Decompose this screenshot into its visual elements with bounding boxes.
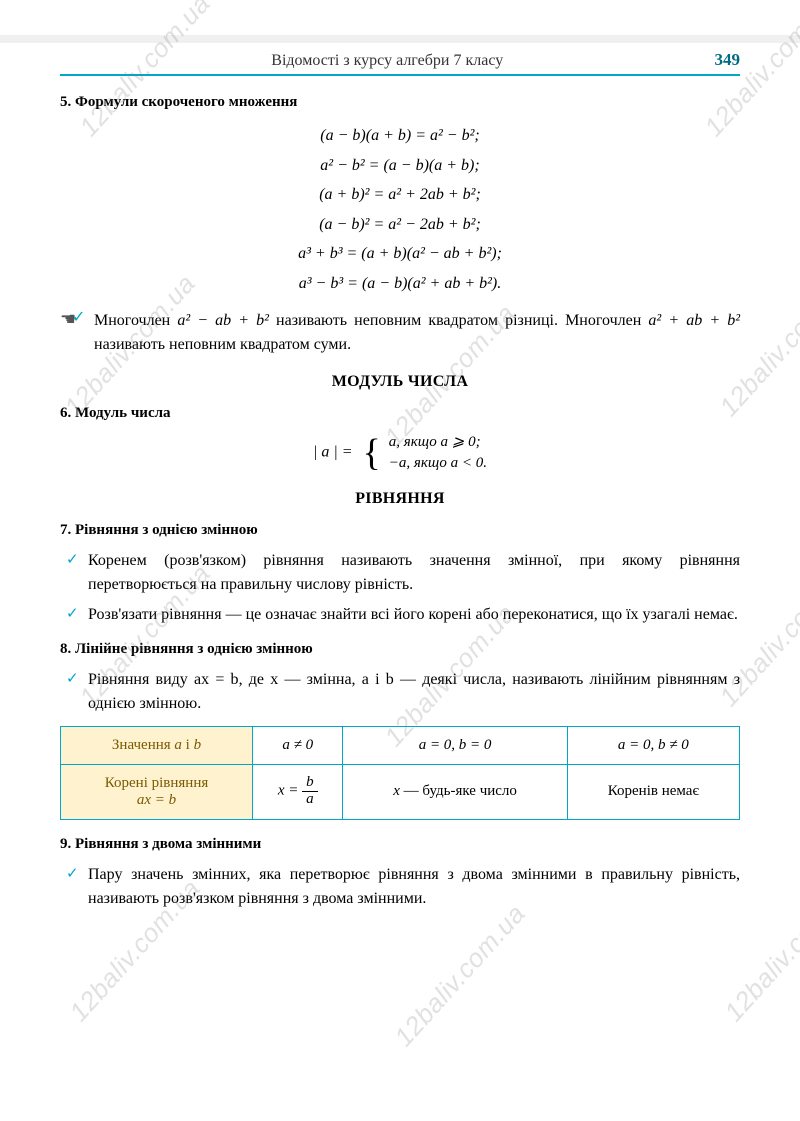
page-number: 349: [715, 50, 741, 70]
section-5-title: 5. Формули скороченого множення: [60, 94, 740, 111]
section-8-title: 8. Лінійне рівняння з однією змінною: [60, 641, 740, 658]
table-cell: a = 0, b = 0: [343, 726, 567, 764]
page-sheet: Відомості з курсу алгебри 7 класу 349 5.…: [0, 0, 800, 1121]
table-row: Значення a і b a ≠ 0 a = 0, b = 0 a = 0,…: [61, 726, 740, 764]
chapter-modulus: МОДУЛЬ ЧИСЛА: [60, 373, 740, 391]
modulus-definition: | a | = { a, якщо a ⩾ 0; −a, якщо a < 0.: [60, 432, 740, 474]
note-text: Многочлен a² − ab + b² називають неповни…: [94, 309, 740, 357]
formula-line: a² − b² = (a − b)(a + b);: [60, 151, 740, 181]
formula-line: a³ + b³ = (a + b)(a² − ab + b²);: [60, 239, 740, 269]
brace-icon: {: [363, 434, 381, 472]
section-7-bullets: Коренем (розв'язком) рівняння називають …: [60, 549, 740, 627]
page-header: Відомості з курсу алгебри 7 класу 349: [60, 50, 740, 76]
watermark-text: 12baliv.com.ua: [388, 898, 531, 1052]
formula-line: (a − b)² = a² − 2ab + b²;: [60, 210, 740, 240]
hand-pointer-icon: ☚✓: [60, 309, 84, 357]
section-8-bullets: Рівняння виду ax = b, де x — змінна, a і…: [60, 668, 740, 716]
table-header-cell: Корені рівняння ax = b: [61, 764, 253, 819]
section-5-note: ☚✓ Многочлен a² − ab + b² називають непо…: [60, 309, 740, 357]
bullet-item: Рівняння виду ax = b, де x — змінна, a і…: [88, 668, 740, 716]
bullet-item: Пару значень змінних, яка перетворює рів…: [88, 863, 740, 911]
table-cell: Коренів немає: [567, 764, 739, 819]
section-5-formulas: (a − b)(a + b) = a² − b²; a² − b² = (a −…: [60, 121, 740, 299]
header-title: Відомості з курсу алгебри 7 класу: [60, 52, 715, 70]
table-cell: x — будь-яке число: [343, 764, 567, 819]
table-cell: a = 0, b ≠ 0: [567, 726, 739, 764]
table-row: Корені рівняння ax = b x = ba x — будь-я…: [61, 764, 740, 819]
table-cell: a ≠ 0: [253, 726, 343, 764]
section-9-bullets: Пару значень змінних, яка перетворює рів…: [60, 863, 740, 911]
section-7-title: 7. Рівняння з однією змінною: [60, 522, 740, 539]
table-cell: x = ba: [253, 764, 343, 819]
bullet-item: Коренем (розв'язком) рівняння називають …: [88, 549, 740, 597]
formula-line: (a − b)(a + b) = a² − b²;: [60, 121, 740, 151]
section-9-title: 9. Рівняння з двома змінними: [60, 836, 740, 853]
formula-line: a³ − b³ = (a − b)(a² + ab + b²).: [60, 269, 740, 299]
bullet-item: Розв'язати рівняння — це означає знайти …: [88, 603, 740, 627]
linear-equation-table: Значення a і b a ≠ 0 a = 0, b = 0 a = 0,…: [60, 726, 740, 820]
chapter-equations: РІВНЯННЯ: [60, 490, 740, 508]
formula-line: (a + b)² = a² + 2ab + b²;: [60, 180, 740, 210]
section-6-title: 6. Модуль числа: [60, 405, 740, 422]
table-header-cell: Значення a і b: [61, 726, 253, 764]
